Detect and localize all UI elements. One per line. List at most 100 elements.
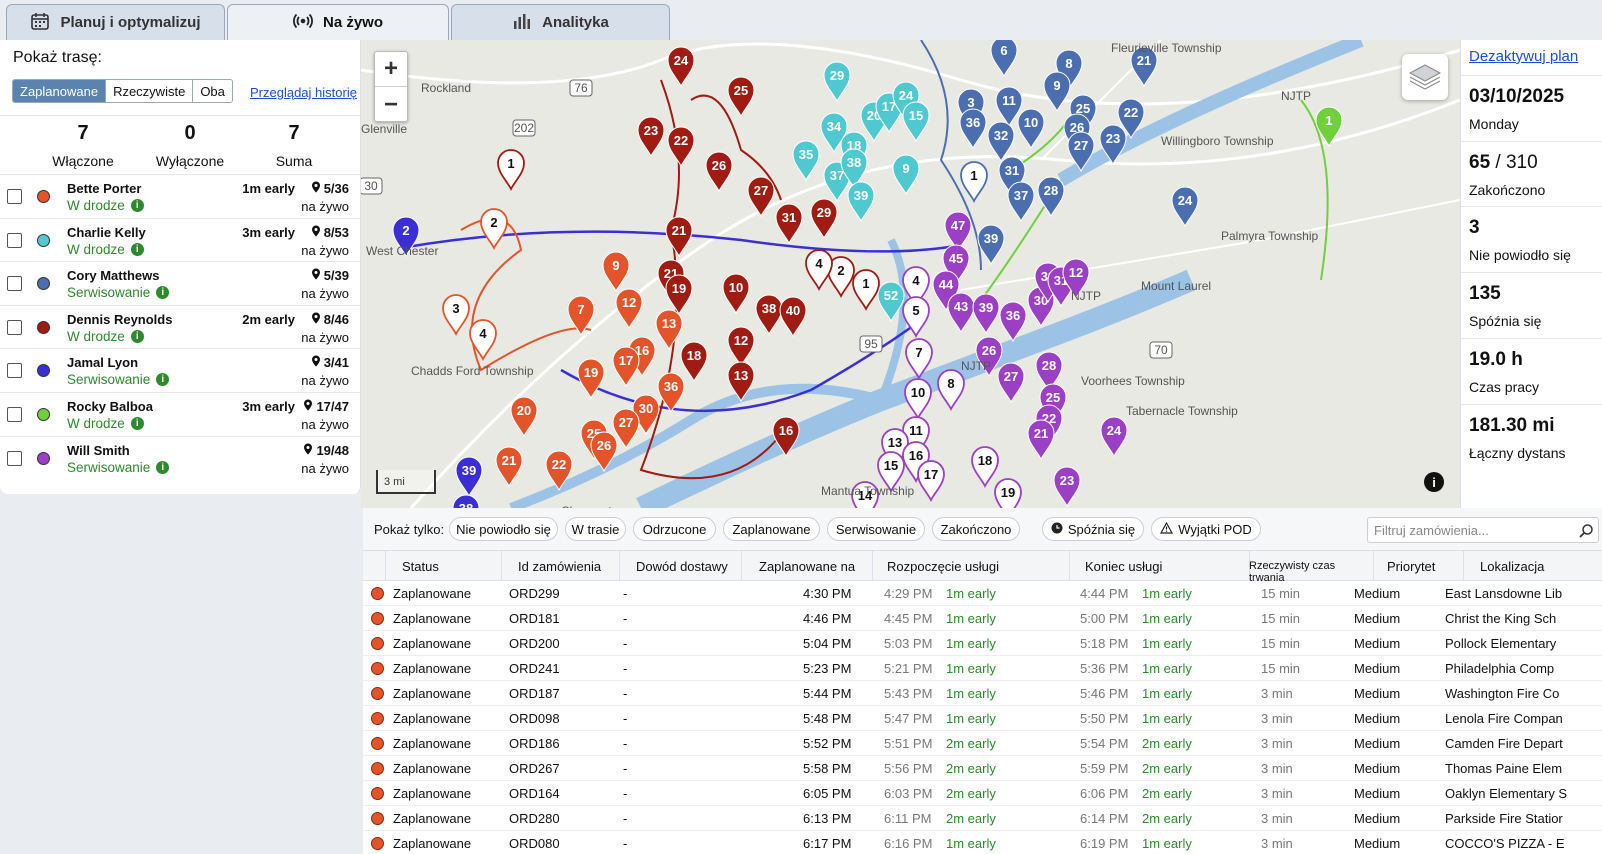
order-filter-input[interactable]: Filtruj zamówienia... (1367, 517, 1599, 543)
map-stop-pin[interactable]: 37 (1007, 181, 1035, 223)
filter-chip-rejected[interactable]: Odrzucone (633, 517, 716, 541)
map-stop-pin[interactable]: 39 (977, 224, 1005, 266)
zoom-in-button[interactable]: + (375, 52, 407, 87)
tab-analytics[interactable]: Analityka (451, 4, 670, 40)
table-row[interactable]: Zaplanowane ORD267 - 5:58 PM 5:56 PM 2m early… (363, 756, 1602, 781)
driver-row[interactable]: Charlie Kelly W drodze i 3m early 8/53 na żyw… (0, 217, 361, 262)
map-stop-pin[interactable]: 38 (452, 494, 480, 508)
col-service-start[interactable]: Rozpoczęcie usługi (887, 559, 1000, 574)
info-icon[interactable]: i (156, 286, 170, 300)
driver-row[interactable]: Will Smith Serwisowanie i 19/48 na żywo (0, 435, 361, 480)
map-stop-pin[interactable]: 31 (775, 203, 803, 245)
zoom-out-button[interactable]: − (383, 90, 398, 118)
filter-chip-servicing[interactable]: Serwisowanie (827, 517, 925, 541)
map-stop-pin[interactable]: 13 (727, 361, 755, 403)
map-stop-pin[interactable]: 26 (705, 151, 733, 193)
map-stop-pin[interactable]: 9 (1043, 71, 1071, 113)
map-stop-pin[interactable]: 19 (994, 478, 1022, 508)
map-stop-pin[interactable]: 14 (851, 481, 879, 508)
table-row[interactable]: Zaplanowane ORD080 - 6:17 PM 6:16 PM 1m early… (363, 831, 1602, 854)
map-stop-pin[interactable]: 36 (999, 301, 1027, 343)
map-stop-pin[interactable]: 1 (852, 269, 880, 312)
table-row[interactable]: Zaplanowane ORD181 - 4:46 PM 4:45 PM 1m early… (363, 606, 1602, 631)
map-stop-pin[interactable]: 23 (1053, 466, 1081, 508)
table-row[interactable]: Zaplanowane ORD186 - 5:52 PM 5:51 PM 2m early… (363, 731, 1602, 756)
map-stop-pin[interactable]: 30 (632, 394, 660, 436)
map-stop-pin[interactable]: 22 (667, 126, 695, 168)
driver-checkbox[interactable] (7, 450, 22, 466)
map-stop-pin[interactable]: 39 (847, 181, 875, 223)
map-stop-pin[interactable]: 22 (1117, 98, 1145, 140)
map-stop-pin[interactable]: 45 (942, 244, 970, 286)
map-stop-pin[interactable]: 39 (455, 456, 483, 498)
map[interactable]: 24 25 23 22 26 27 31 21 21 19 10 38 40 12 18 13 16 29 9 12 7… (361, 40, 1460, 508)
layers-button[interactable] (1402, 54, 1448, 100)
info-icon[interactable]: i (130, 199, 144, 212)
info-icon[interactable]: i (130, 242, 144, 256)
map-stop-pin[interactable]: 4 (805, 249, 833, 292)
map-stop-pin[interactable]: 1 (1315, 106, 1343, 148)
map-stop-pin[interactable]: 39 (972, 293, 1000, 335)
map-stop-pin[interactable]: 2 (827, 256, 855, 299)
map-stop-pin[interactable]: 10 (1017, 108, 1045, 150)
driver-checkbox[interactable] (7, 189, 22, 204)
map-stop-pin[interactable]: 1 (960, 161, 988, 204)
map-stop-pin[interactable]: 2 (480, 208, 508, 251)
col-service-end[interactable]: Koniec usługi (1085, 559, 1163, 574)
info-icon[interactable]: i (156, 460, 170, 474)
filter-chip-failed[interactable]: Nie powiodło się (449, 517, 558, 541)
map-stop-pin[interactable]: 3 (442, 294, 470, 337)
driver-checkbox[interactable] (7, 319, 22, 335)
driver-checkbox[interactable] (7, 363, 22, 379)
map-stop-pin[interactable]: 12 (615, 288, 643, 330)
map-stop-pin[interactable]: 40 (779, 296, 807, 338)
map-stop-pin[interactable]: 25 (727, 76, 755, 118)
col-planned[interactable]: Zaplanowane na (759, 559, 856, 574)
map-stop-pin[interactable]: 2 (392, 216, 420, 258)
map-stop-pin[interactable]: 24 (667, 46, 695, 88)
map-stop-pin[interactable]: 21 (1130, 46, 1158, 88)
driver-row[interactable]: Jamal Lyon Serwisowanie i 3/41 na żywo (0, 348, 361, 392)
map-stop-pin[interactable]: 27 (997, 362, 1025, 404)
map-stop-pin[interactable]: 12 (1062, 258, 1090, 300)
map-stop-pin[interactable]: 38 (755, 294, 783, 336)
map-stop-pin[interactable]: 36 (959, 108, 987, 150)
table-row[interactable]: Zaplanowane ORD241 - 5:23 PM 5:21 PM 1m early… (363, 656, 1602, 681)
map-stop-pin[interactable]: 12 (727, 326, 755, 368)
col-duration[interactable]: Rzeczywisty czas trwania (1249, 560, 1336, 584)
map-stop-pin[interactable]: 8 (937, 369, 965, 412)
map-stop-pin[interactable]: 47 (944, 211, 972, 253)
table-row[interactable]: Zaplanowane ORD098 - 5:48 PM 5:47 PM 1m early… (363, 706, 1602, 731)
col-status[interactable]: Status (402, 559, 439, 574)
map-stop-pin[interactable]: 23 (1099, 124, 1127, 166)
map-stop-pin[interactable]: 10 (904, 378, 932, 421)
map-stop-pin[interactable]: 13 (655, 309, 683, 351)
map-stop-pin[interactable]: 9 (602, 251, 630, 293)
table-row[interactable]: Zaplanowane ORD187 - 5:44 PM 5:43 PM 1m early… (363, 681, 1602, 706)
map-stop-pin[interactable]: 27 (612, 408, 640, 450)
filter-chip-completed[interactable]: Zakończono (932, 517, 1020, 541)
map-stop-pin[interactable]: 17 (917, 460, 945, 503)
deactivate-plan-link[interactable]: Dezaktywuj plan (1469, 48, 1579, 65)
map-stop-pin[interactable]: 28 (1037, 176, 1065, 218)
tab-live[interactable]: Na żywo (227, 4, 449, 40)
info-icon[interactable]: i (130, 416, 144, 430)
map-stop-pin[interactable]: 52 (877, 281, 905, 323)
map-stop-pin[interactable]: 27 (1067, 131, 1095, 173)
map-stop-pin[interactable]: 17 (612, 346, 640, 388)
driver-row[interactable]: Rocky Balboa W drodze i 3m early 17/47 na żyw… (0, 391, 361, 436)
map-stop-pin[interactable]: 35 (792, 140, 820, 182)
col-pod[interactable]: Dowód dostawy (636, 559, 728, 574)
col-order-id[interactable]: Id zamówienia (518, 559, 602, 574)
filter-chip-late[interactable]: Spóźnia się (1042, 517, 1144, 541)
search-icon[interactable] (1578, 523, 1594, 539)
map-stop-pin[interactable]: 10 (722, 273, 750, 315)
table-row[interactable]: Zaplanowane ORD299 - 4:30 PM 4:29 PM 1m early… (363, 581, 1602, 606)
map-stop-pin[interactable]: 18 (971, 446, 999, 489)
map-stop-pin[interactable]: 11 (902, 416, 930, 459)
driver-checkbox[interactable] (7, 406, 22, 422)
map-stop-pin[interactable]: 23 (637, 116, 665, 158)
map-stop-pin[interactable]: 26 (590, 431, 618, 473)
map-stop-pin[interactable]: 15 (902, 101, 930, 143)
map-stop-pin[interactable]: 21 (495, 446, 523, 488)
